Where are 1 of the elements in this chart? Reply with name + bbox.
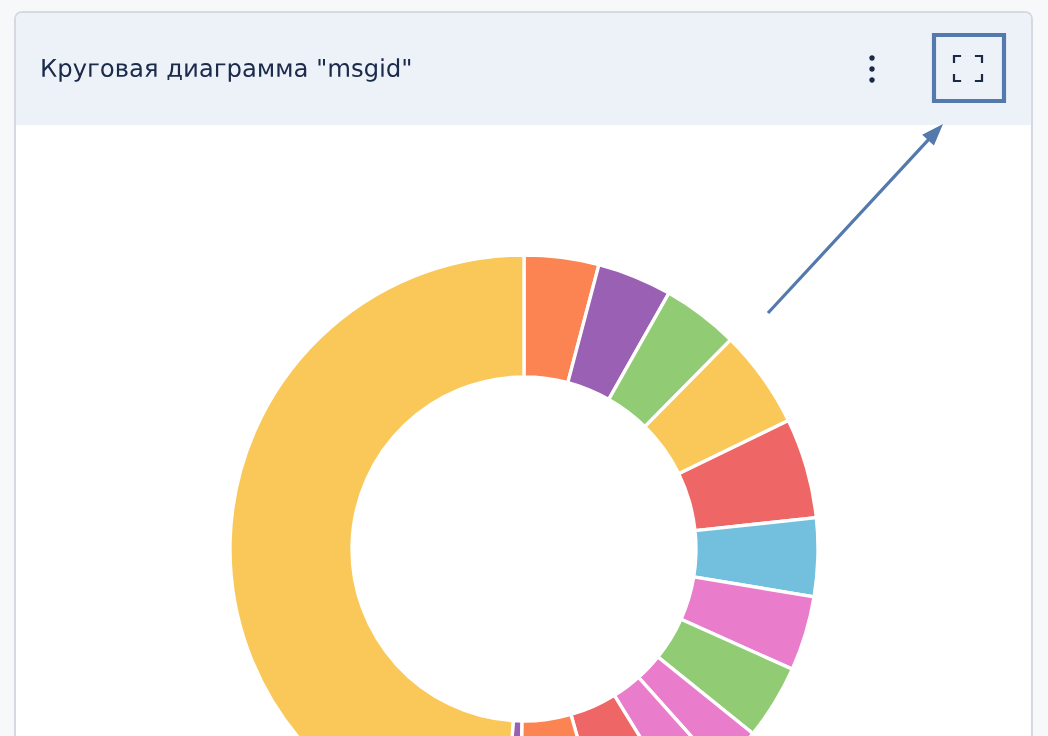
chart-title: Круговая диаграмма "msgid" bbox=[42, 58, 411, 82]
